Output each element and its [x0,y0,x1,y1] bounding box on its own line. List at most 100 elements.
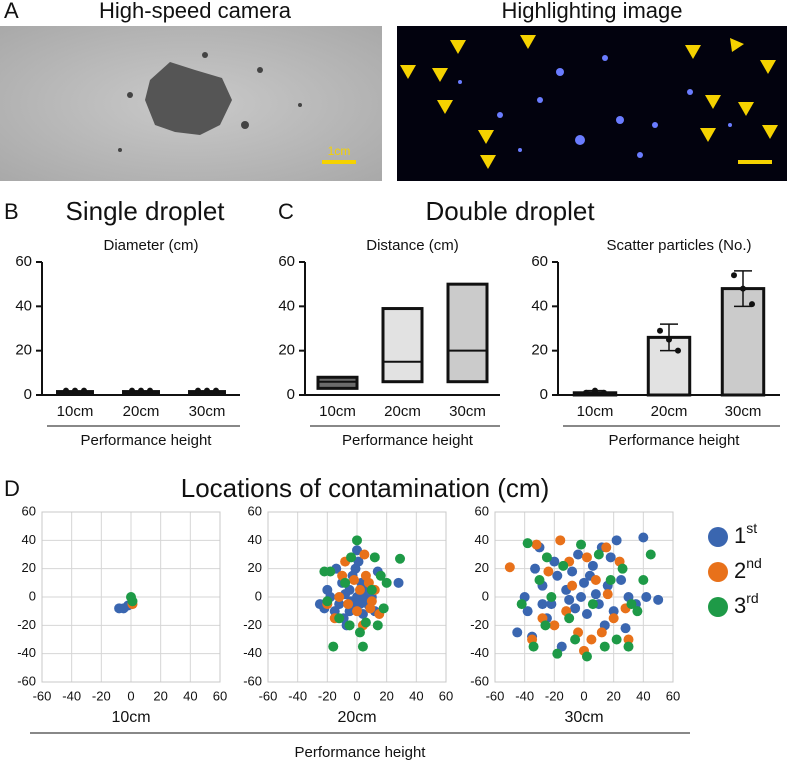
y-tick-label: 40 [278,297,295,314]
y-tick-label: 20 [475,560,489,575]
x-tick-label: 30cm [725,403,762,420]
x-tick-label: -20 [545,688,564,703]
data-point [534,575,545,585]
data-point [620,623,631,634]
data-point [531,539,542,550]
data-point [369,552,380,563]
data-point [393,577,404,588]
legend-swatch [708,562,728,582]
panel-title: Double droplet [425,196,595,226]
x-tick-label: 40 [409,688,423,703]
plot-frame [41,511,221,683]
data-point [354,627,365,638]
data-point [653,594,664,605]
data-point [372,620,383,631]
data-point [617,563,628,574]
data-point [381,577,392,588]
data-point [375,570,386,581]
range-box [316,375,359,390]
data-point [623,634,634,645]
data-point [322,596,333,607]
data-point [581,609,592,619]
x-tick-label: 20cm [384,403,421,420]
data-point [543,566,554,577]
data-point [349,575,360,585]
data-point [641,592,652,602]
data-point [365,603,376,614]
y-tick-label: 0 [482,588,489,603]
data-point [581,651,592,662]
x-tick-label: 0 [580,688,587,703]
x-tick-label: -20 [318,688,337,703]
data-point [516,599,527,610]
data-point [740,285,746,292]
data-point [522,606,533,617]
photo-title: Highlighting image [502,0,683,23]
data-point [749,301,755,308]
data-point [352,535,362,546]
x-tick-label: -20 [92,688,111,703]
data-point [587,560,598,571]
data-point [587,599,598,610]
data-point [590,589,601,600]
y-tick-label: 60 [15,253,32,270]
data-point [666,336,672,343]
y-tick-label: 0 [24,386,32,403]
y-tick-label: -20 [17,617,36,632]
data-point [555,535,566,546]
data-point [352,545,362,556]
data-point [638,532,649,543]
y-tick-label: 20 [531,342,548,359]
x-tick-label: -60 [486,688,505,703]
y-tick-label: 0 [29,588,36,603]
y-tick-label: 0 [540,386,548,403]
data-point [195,387,201,394]
y-tick-label: 20 [15,342,32,359]
panel-label: D [4,476,20,501]
data-point [147,387,153,394]
x-tick-label: 60 [666,688,680,703]
data-point [592,387,598,394]
x-axis-title: 10cm [111,709,150,726]
data-point [645,549,656,560]
x-tick-label: -40 [288,688,307,703]
data-point [357,641,368,652]
x-tick-label: 20cm [651,403,688,420]
range-box [381,307,424,384]
data-point [359,549,370,560]
data-point [366,584,377,595]
data-point [601,389,607,396]
plot-frame [267,511,447,683]
data-point [573,549,584,560]
x-tick-label: 20 [153,688,167,703]
x-tick-label: -60 [259,688,278,703]
data-point [576,592,587,602]
chart-title: Diameter (cm) [103,237,198,254]
panel-label: A [4,0,19,23]
y-tick-label: 40 [531,297,548,314]
chart-title: Scatter particles (No.) [606,237,751,254]
y-tick-label: 60 [278,253,295,270]
data-point [590,575,601,585]
data-point [570,603,581,614]
data-point [586,634,597,645]
panel-title: Single droplet [66,196,226,226]
x-tick-label: 30cm [449,403,486,420]
data-point [599,641,610,652]
data-point [605,552,616,563]
data-point [138,387,144,394]
data-point [325,566,336,577]
data-point [541,552,552,563]
data-point [552,648,563,659]
y-tick-label: 20 [278,342,295,359]
data-point [352,606,362,617]
x-tick-label: -40 [62,688,81,703]
data-point [616,575,627,585]
data-point [593,549,604,560]
data-point [204,387,210,394]
data-point [657,327,663,334]
data-point [583,389,589,396]
data-point [346,552,357,563]
data-point [611,634,622,645]
x-tick-label: 10cm [319,403,356,420]
